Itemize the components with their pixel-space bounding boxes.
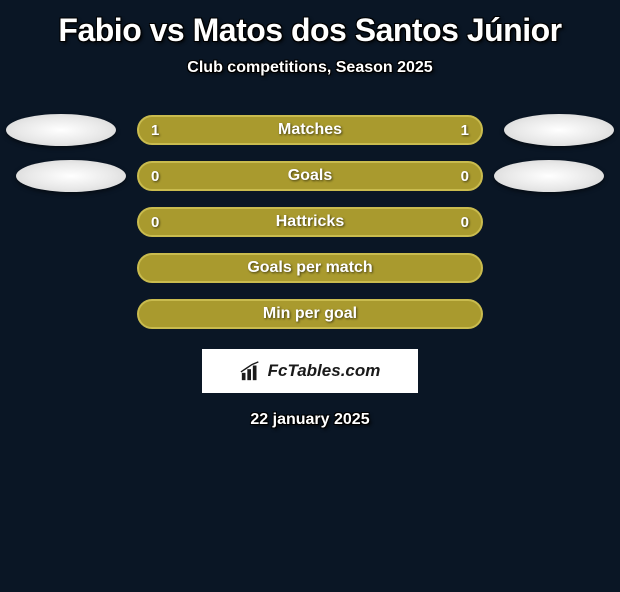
stat-bar: 0 Goals 0 — [137, 161, 483, 191]
stat-row-mpg: Min per goal — [0, 291, 620, 337]
stat-bar: 0 Hattricks 0 — [137, 207, 483, 237]
stat-value-right: 0 — [461, 168, 469, 185]
stat-row-hattricks: 0 Hattricks 0 — [0, 199, 620, 245]
subtitle: Club competitions, Season 2025 — [0, 59, 620, 77]
stat-label: Min per goal — [263, 305, 357, 323]
stat-bar: Goals per match — [137, 253, 483, 283]
logo-box: FcTables.com — [202, 349, 418, 393]
comparison-content: 1 Matches 1 0 Goals 0 0 Hattricks 0 Goal… — [0, 107, 620, 429]
logo-text: FcTables.com — [268, 361, 381, 381]
player-right-ellipse — [504, 114, 614, 146]
stat-label: Goals — [288, 167, 332, 185]
bar-chart-icon — [240, 360, 262, 382]
stat-value-right: 1 — [461, 122, 469, 139]
stat-label: Matches — [278, 121, 342, 139]
player-right-ellipse — [494, 160, 604, 192]
stat-label: Hattricks — [276, 213, 344, 231]
stat-value-left: 0 — [151, 168, 159, 185]
player-left-ellipse — [6, 114, 116, 146]
stat-row-goals: 0 Goals 0 — [0, 153, 620, 199]
page-title: Fabio vs Matos dos Santos Júnior — [0, 12, 620, 49]
player-left-ellipse — [16, 160, 126, 192]
stat-bar: Min per goal — [137, 299, 483, 329]
stat-label: Goals per match — [247, 259, 372, 277]
stat-value-left: 0 — [151, 214, 159, 231]
stat-bar: 1 Matches 1 — [137, 115, 483, 145]
date-label: 22 january 2025 — [0, 411, 620, 429]
stat-value-right: 0 — [461, 214, 469, 231]
stat-value-left: 1 — [151, 122, 159, 139]
stat-row-matches: 1 Matches 1 — [0, 107, 620, 153]
stat-row-gpm: Goals per match — [0, 245, 620, 291]
